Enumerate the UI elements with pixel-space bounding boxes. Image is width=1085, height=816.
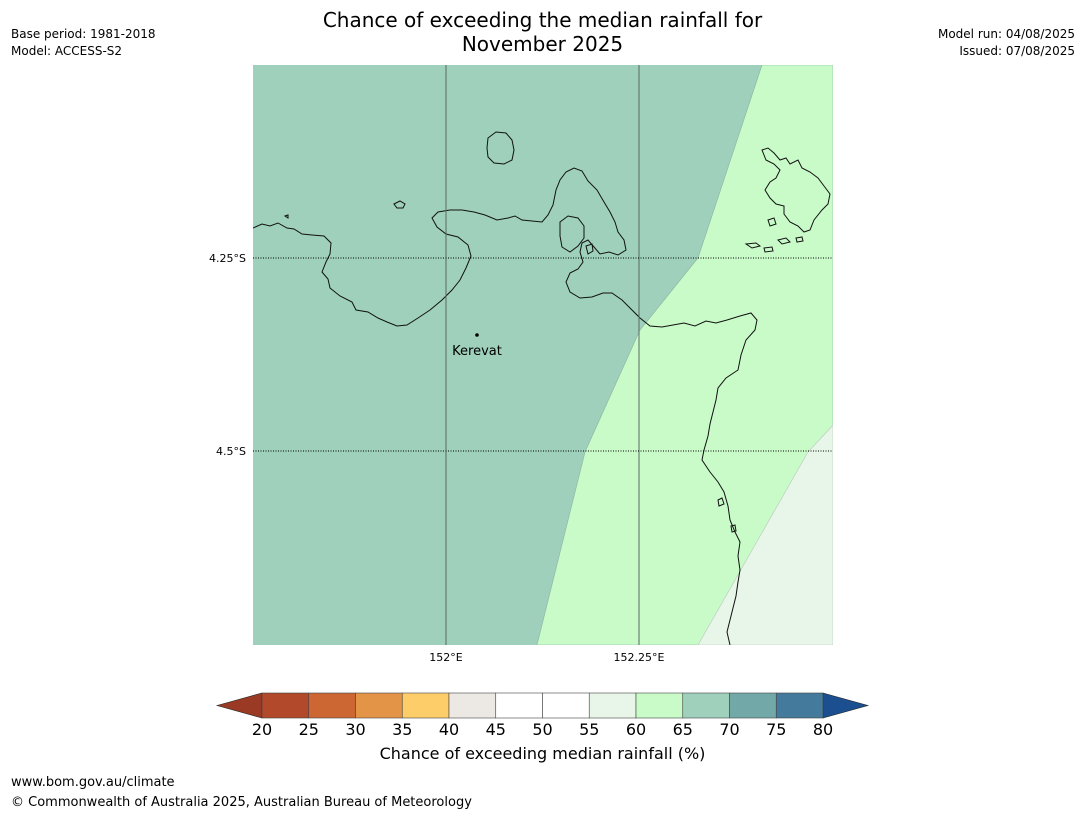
colorbar: 20 25 30 35 40 45 50 55 60 65 70 75 80 bbox=[215, 692, 870, 739]
model-info: Base period: 1981-2018 Model: ACCESS-S2 bbox=[11, 26, 156, 60]
colorbar-segment bbox=[542, 692, 590, 719]
colorbar-tick-label: 70 bbox=[719, 720, 739, 739]
colorbar-label: Chance of exceeding median rainfall (%) bbox=[379, 744, 706, 763]
model-name: Model: ACCESS-S2 bbox=[11, 44, 123, 58]
lat-label-4-25: 4.25°S bbox=[209, 252, 246, 265]
model-run-date: Model run: 04/08/2025 bbox=[937, 27, 1075, 41]
colorbar-segment bbox=[355, 692, 403, 719]
colorbar-segment bbox=[588, 692, 637, 719]
colorbar-tick-label: 65 bbox=[673, 720, 693, 739]
colorbar-over-arrow bbox=[822, 692, 870, 719]
colorbar-segment bbox=[401, 692, 450, 719]
colorbar-tick-label: 40 bbox=[439, 720, 459, 739]
place-label-kerevat: Kerevat bbox=[452, 344, 502, 359]
lon-label-152-25: 152.25°E bbox=[614, 651, 665, 664]
colorbar-segment bbox=[308, 692, 356, 719]
colorbar-tick-label: 45 bbox=[486, 720, 506, 739]
colorbar-segment bbox=[775, 692, 824, 719]
lon-label-152: 152°E bbox=[429, 651, 462, 664]
colorbar-segment bbox=[682, 692, 730, 719]
lat-label-4-5: 4.5°S bbox=[216, 445, 246, 458]
footer-url[interactable]: www.bom.gov.au/climate bbox=[11, 775, 175, 790]
colorbar-tick-label: 35 bbox=[392, 720, 412, 739]
zone-55-60 bbox=[697, 424, 833, 645]
colorbar-under-arrow bbox=[215, 692, 263, 719]
colorbar-segment bbox=[495, 692, 543, 719]
kerevat-marker[interactable] bbox=[475, 333, 479, 337]
colorbar-tick-label: 25 bbox=[299, 720, 319, 739]
colorbar-segment bbox=[635, 692, 684, 719]
colorbar-tick-label: 60 bbox=[626, 720, 646, 739]
colorbar-tick-label: 75 bbox=[766, 720, 786, 739]
base-period: Base period: 1981-2018 bbox=[11, 27, 156, 41]
coastline bbox=[253, 131, 831, 645]
colorbar-segment bbox=[261, 692, 310, 719]
graticule bbox=[253, 65, 833, 645]
zone-60-65 bbox=[536, 65, 833, 645]
run-info: Model run: 04/08/2025 Issued: 07/08/2025 bbox=[938, 26, 1075, 60]
colorbar-tick-label: 20 bbox=[252, 720, 272, 739]
map-area[interactable]: Kerevat bbox=[253, 65, 833, 645]
colorbar-segment bbox=[729, 692, 777, 719]
title-line-2: November 2025 bbox=[461, 32, 624, 56]
map-title: Chance of exceeding the median rainfall … bbox=[0, 8, 1085, 56]
footer-copyright: © Commonwealth of Australia 2025, Austra… bbox=[11, 795, 472, 810]
colorbar-tick-label: 55 bbox=[579, 720, 599, 739]
colorbar-segment bbox=[448, 692, 497, 719]
colorbar-tick-label: 50 bbox=[532, 720, 552, 739]
issued-date: Issued: 07/08/2025 bbox=[959, 44, 1075, 58]
title-line-1: Chance of exceeding the median rainfall … bbox=[322, 8, 763, 32]
colorbar-tick-label: 80 bbox=[813, 720, 833, 739]
colorbar-tick-label: 30 bbox=[345, 720, 365, 739]
